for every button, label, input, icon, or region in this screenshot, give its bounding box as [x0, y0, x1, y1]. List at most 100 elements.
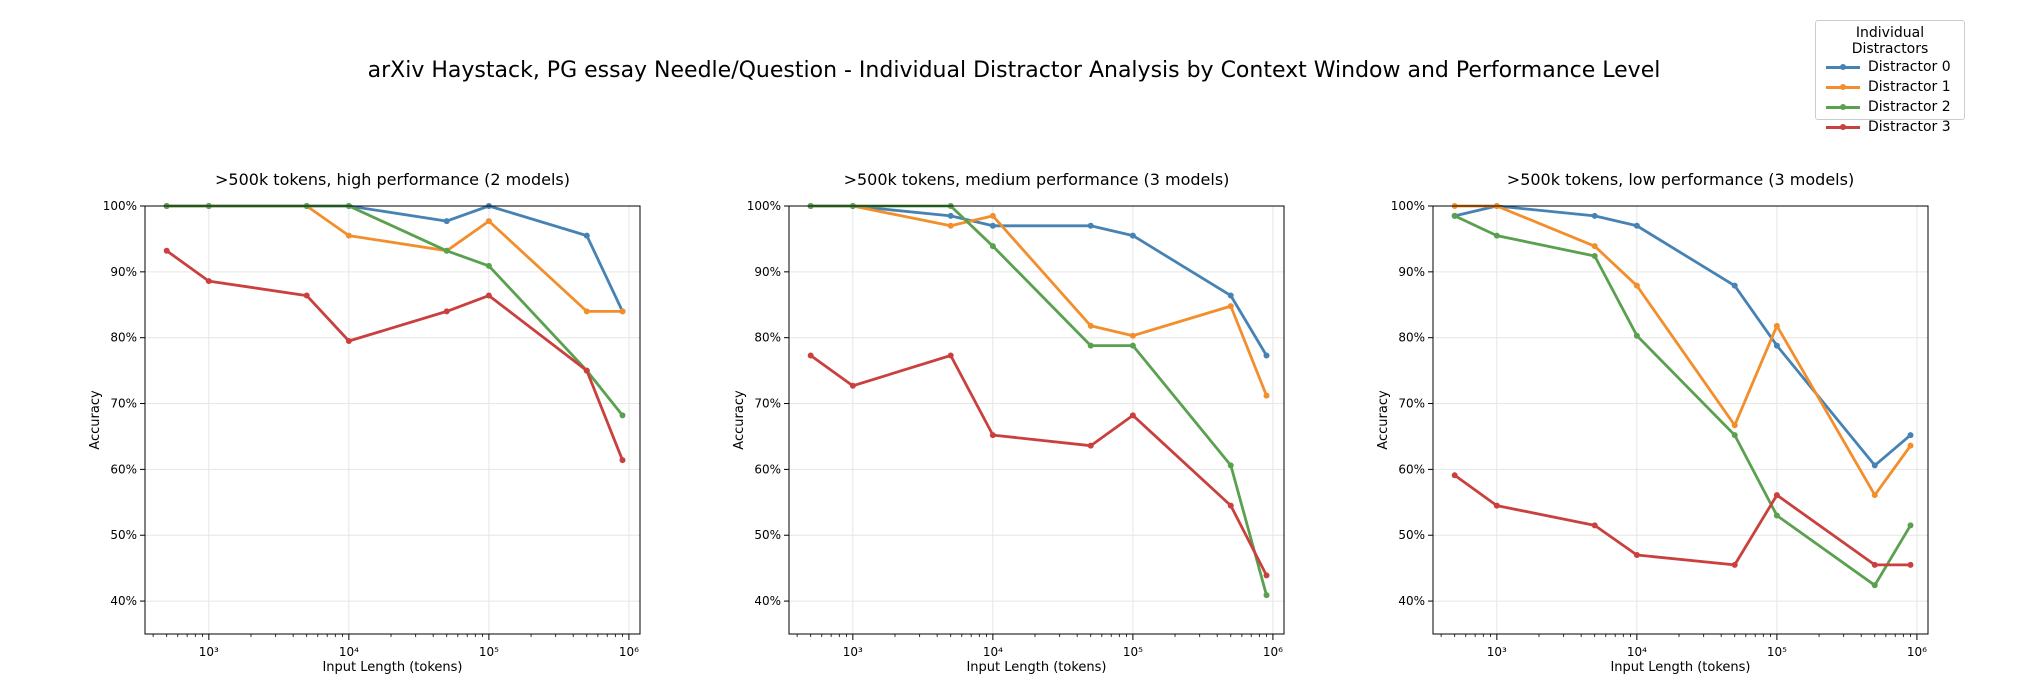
data-point-distractor-3 — [1451, 472, 1458, 479]
data-point-distractor-0 — [1087, 222, 1094, 229]
y-tick-label: 50% — [1398, 528, 1425, 542]
y-tick-label: 100% — [747, 199, 781, 213]
figure-title: arXiv Haystack, PG essay Needle/Question… — [367, 58, 1661, 83]
x-tick-label: 10⁶ — [1907, 645, 1927, 659]
y-tick-label: 80% — [754, 331, 781, 345]
series-line-distractor-1 — [166, 204, 623, 313]
x-axis-label: Input Length (tokens) — [1610, 660, 1750, 675]
data-point-distractor-3 — [1493, 502, 1500, 509]
data-point-distractor-0 — [1129, 232, 1136, 239]
data-point-distractor-0 — [1633, 222, 1640, 229]
legend-swatch-distractor-0 — [1826, 62, 1860, 72]
data-point-distractor-3 — [619, 457, 626, 464]
legend-label: Distractor 1 — [1868, 79, 1951, 95]
data-point-distractor-1 — [1263, 392, 1270, 399]
legend-label: Distractor 3 — [1868, 119, 1951, 135]
data-point-distractor-0 — [1871, 462, 1878, 469]
x-tick-label: 10⁴ — [983, 645, 1003, 659]
data-point-distractor-1 — [1129, 332, 1136, 339]
data-point-distractor-0 — [947, 212, 954, 219]
data-point-distractor-1 — [485, 218, 492, 225]
subplot-title: >500k tokens, high performance (2 models… — [215, 170, 570, 189]
series-line-distractor-0 — [810, 204, 1268, 357]
subplot-3: 10³ 10⁴ 10⁵ 10⁶ 40% 50% 60% 70% 80% 90% 100% >500k … — [1376, 170, 1929, 675]
series-line-distractor-3 — [165, 249, 624, 461]
legend-swatch-distractor-2 — [1826, 102, 1860, 112]
y-tick-label: 90% — [1398, 265, 1425, 279]
data-point-distractor-3 — [345, 337, 352, 344]
data-point-distractor-3 — [1907, 561, 1914, 568]
series-line-distractor-1 — [810, 204, 1268, 397]
subplot-2: 10³ 10⁴ 10⁵ 10⁶ 40% 50% 60% 70% 80% 90% 100% >500k … — [732, 170, 1285, 675]
data-point-distractor-3 — [303, 292, 310, 299]
data-point-distractor-0 — [1907, 432, 1914, 439]
data-point-distractor-2 — [1731, 432, 1738, 439]
series-line-distractor-3 — [1453, 474, 1911, 567]
data-point-distractor-0 — [1263, 352, 1270, 359]
data-point-distractor-3 — [583, 367, 590, 374]
legend-item-distractor-1: Distractor 1 — [1816, 77, 1964, 97]
data-point-distractor-3 — [947, 352, 954, 359]
data-point-distractor-3 — [205, 278, 212, 285]
y-tick-label: 100% — [1391, 199, 1425, 213]
plot-frame — [788, 205, 1285, 635]
x-tick-label: 10⁴ — [339, 645, 359, 659]
data-point-distractor-0 — [1227, 292, 1234, 299]
data-point-distractor-1 — [1633, 282, 1640, 289]
data-point-distractor-1 — [1907, 442, 1914, 449]
y-tick-label: 60% — [1398, 462, 1425, 476]
subplot-title: >500k tokens, medium performance (3 mode… — [844, 170, 1230, 189]
series-line-distractor-1 — [1454, 204, 1912, 497]
legend-item-distractor-0: Distractor 0 — [1816, 57, 1964, 77]
y-tick-label: 50% — [110, 528, 137, 542]
data-point-distractor-1 — [619, 308, 626, 315]
x-tick-label: 10⁵ — [1123, 645, 1143, 659]
x-axis-label: Input Length (tokens) — [322, 660, 462, 675]
x-tick-label: 10⁵ — [1767, 645, 1787, 659]
x-tick-label: 10⁶ — [1263, 645, 1283, 659]
data-point-distractor-3 — [485, 292, 492, 299]
data-point-distractor-1 — [1087, 322, 1094, 329]
data-point-distractor-2 — [1227, 462, 1234, 469]
data-point-distractor-3 — [807, 352, 814, 359]
data-point-distractor-2 — [1907, 522, 1914, 529]
data-point-distractor-2 — [443, 247, 450, 254]
legend-item-distractor-3: Distractor 3 — [1816, 117, 1964, 137]
data-point-distractor-2 — [1633, 332, 1640, 339]
data-point-distractor-2 — [1129, 342, 1136, 349]
data-point-distractor-3 — [443, 308, 450, 315]
data-point-distractor-0 — [1731, 282, 1738, 289]
y-axis-label: Accuracy — [88, 390, 103, 450]
legend-title: Individual Distractors — [1851, 25, 1929, 57]
y-axis-label: Accuracy — [732, 390, 747, 450]
data-point-distractor-2 — [1263, 592, 1270, 599]
data-point-distractor-3 — [849, 382, 856, 389]
y-tick-label: 40% — [1398, 594, 1425, 608]
plot-frame — [1432, 205, 1929, 635]
data-point-distractor-0 — [1591, 212, 1598, 219]
data-point-distractor-1 — [1591, 243, 1598, 250]
legend-label: Distractor 0 — [1868, 59, 1951, 75]
data-point-distractor-2 — [1493, 232, 1500, 239]
y-tick-label: 50% — [754, 528, 781, 542]
y-axis-label: Accuracy — [1376, 390, 1391, 450]
x-tick-label: 10³ — [199, 645, 219, 659]
data-point-distractor-1 — [989, 212, 996, 219]
subplot-title: >500k tokens, low performance (3 models) — [1507, 170, 1854, 189]
data-point-distractor-1 — [1227, 303, 1234, 310]
data-point-distractor-1 — [1871, 492, 1878, 499]
data-point-distractor-0 — [583, 232, 590, 239]
data-point-distractor-2 — [1773, 512, 1780, 519]
data-point-distractor-3 — [1773, 492, 1780, 499]
y-tick-label: 70% — [1398, 397, 1425, 411]
y-tick-label: 100% — [103, 199, 137, 213]
y-tick-label: 70% — [754, 397, 781, 411]
data-point-distractor-2 — [1871, 582, 1878, 589]
data-point-distractor-3 — [989, 432, 996, 439]
data-point-distractor-1 — [1731, 422, 1738, 429]
y-tick-label: 60% — [110, 462, 137, 476]
series-line-distractor-2 — [810, 204, 1268, 596]
y-tick-label: 60% — [754, 462, 781, 476]
data-point-distractor-1 — [947, 222, 954, 229]
